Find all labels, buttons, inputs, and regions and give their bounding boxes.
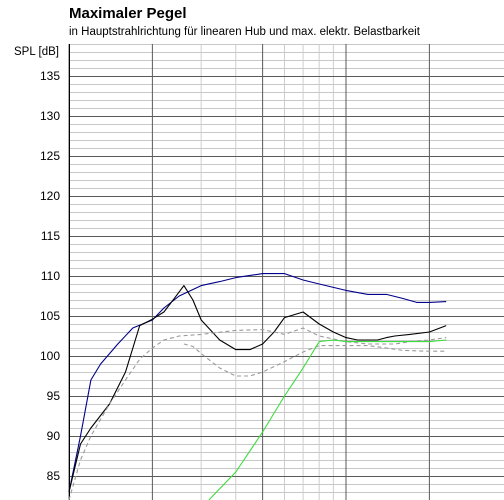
y-tick-label: 95 xyxy=(47,389,61,403)
y-tick-label: 90 xyxy=(47,429,61,443)
y-tick-label: 105 xyxy=(40,309,60,323)
series-line-2 xyxy=(68,285,447,493)
grid-major xyxy=(68,44,504,500)
y-tick-label: 115 xyxy=(41,229,60,243)
y-tick-label: 125 xyxy=(40,149,60,163)
y-tick-label: 85 xyxy=(47,469,61,483)
chart-subtitle: in Hauptstrahlrichtung für linearen Hub … xyxy=(69,26,420,38)
series-group xyxy=(68,273,447,500)
series-line-3 xyxy=(68,327,447,500)
grid-minor xyxy=(69,44,504,500)
y-tick-label: 110 xyxy=(41,269,60,283)
series-line-4 xyxy=(183,343,447,377)
series-line-5 xyxy=(208,339,447,500)
y-tick-label: 135 xyxy=(40,69,60,83)
y-tick-label: 130 xyxy=(40,109,60,123)
series-line-1 xyxy=(68,273,447,493)
y-tick-label: 100 xyxy=(40,349,60,363)
y-axis-label: SPL [dB] xyxy=(14,46,59,58)
chart-title: Maximaler Pegel xyxy=(69,5,187,22)
y-tick-labels: 85 90 95 100 105 110 115 120 125 130 135 xyxy=(40,69,60,483)
y-tick-label: 120 xyxy=(40,189,60,203)
